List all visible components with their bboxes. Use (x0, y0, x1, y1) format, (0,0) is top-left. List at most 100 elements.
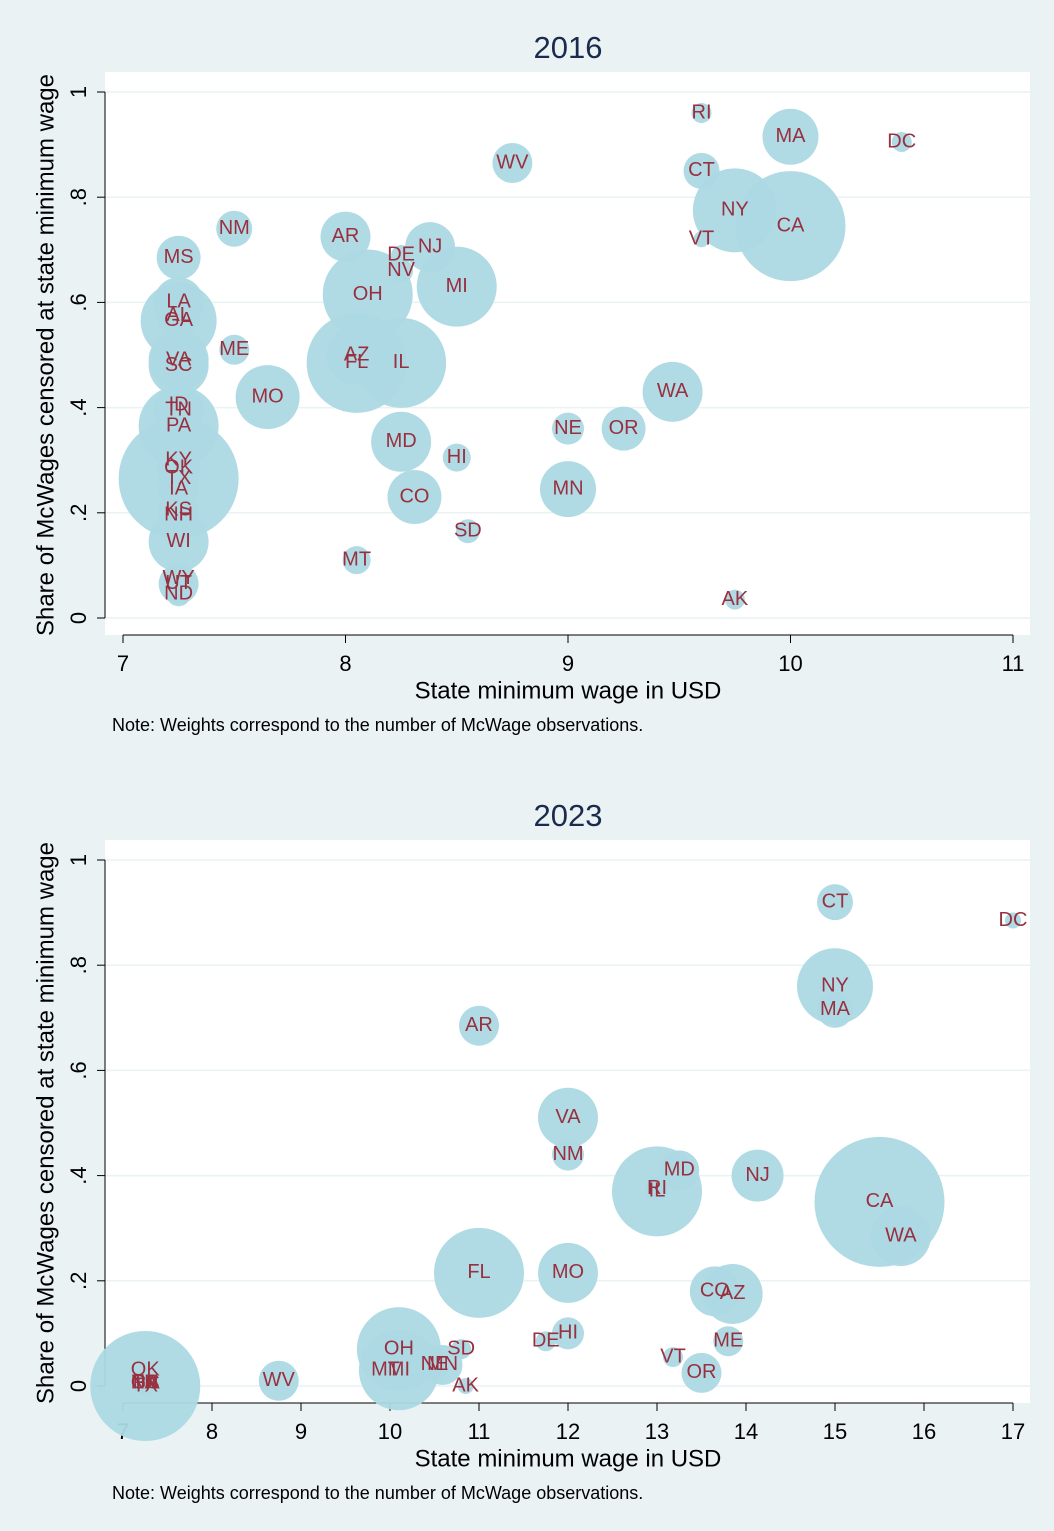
point-label: ND (164, 583, 193, 605)
point-label: SD (454, 519, 482, 541)
bubble (870, 1206, 931, 1267)
y-tick-label: .8 (66, 188, 91, 206)
x-tick-label: 11 (468, 1419, 491, 1444)
point-label: NY (821, 975, 849, 997)
bubble (612, 1146, 702, 1237)
point-label: DE (387, 243, 415, 265)
point-label: NM (219, 217, 250, 239)
y-tick-label: .6 (66, 293, 91, 311)
bubble (166, 582, 191, 607)
point-label: WI (166, 530, 190, 552)
bubble (135, 1373, 156, 1394)
point-label: UT (165, 572, 192, 594)
y-axis-label: Share of McWages censored at state minim… (32, 842, 59, 1404)
y-tick-label: 1 (66, 86, 91, 98)
point-label: KY (165, 448, 192, 470)
point-label: LA (166, 291, 191, 313)
point-label: NM (552, 1143, 583, 1165)
bubble (642, 361, 703, 422)
bubble (434, 1227, 524, 1318)
point-label: VT (689, 228, 715, 250)
bubble (216, 210, 253, 247)
point-label: FL (467, 1261, 490, 1283)
bubble (817, 884, 853, 921)
point-label: DC (887, 130, 916, 152)
point-label: AK (452, 1374, 479, 1396)
x-tick-label: 12 (556, 1419, 580, 1444)
point-label: NV (387, 259, 415, 281)
point-label: SC (165, 354, 193, 376)
bubble (373, 1358, 398, 1383)
bubble (540, 461, 596, 518)
point-label: IL (649, 1180, 666, 1202)
point-label: AK (722, 588, 749, 610)
chart-title: 2016 (534, 30, 603, 65)
x-tick-label: 16 (912, 1419, 936, 1444)
x-axis-label: State minimum wage in USD (415, 1445, 722, 1472)
bubble (492, 143, 533, 184)
point-label: CT (822, 890, 849, 912)
point-label: WV (263, 1369, 296, 1391)
point-label: NE (421, 1353, 449, 1375)
bubble (724, 589, 745, 610)
point-label: DC (999, 909, 1028, 931)
y-tick-label: 1 (66, 854, 91, 866)
bubble (148, 511, 209, 572)
point-label: CO (700, 1280, 730, 1302)
point-label: TX (132, 1374, 158, 1396)
y-tick-label: .4 (66, 1166, 91, 1184)
bubble (691, 103, 712, 124)
point-label: ME (219, 338, 249, 360)
x-tick-label: 7 (117, 651, 129, 676)
point-label: AL (166, 304, 190, 326)
point-label: VA (166, 349, 192, 371)
bubble (258, 1360, 299, 1401)
point-label: WA (885, 1224, 917, 1246)
bubble (342, 546, 371, 575)
bubble (535, 1331, 556, 1352)
x-axis-label: State minimum wage in USD (415, 677, 722, 704)
point-label: MO (552, 1261, 584, 1283)
point-label: WV (496, 151, 529, 173)
chart-title: 2023 (534, 798, 603, 833)
x-tick-label: 15 (823, 1419, 847, 1444)
note: Note: Weights correspond to the number o… (112, 1483, 643, 1503)
bubble (538, 1087, 598, 1148)
point-label: AR (465, 1014, 493, 1036)
bubble (702, 1263, 763, 1324)
point-label: CO (399, 485, 429, 507)
bubble (442, 443, 471, 472)
bubble (713, 1326, 744, 1357)
point-label: MI (446, 275, 468, 297)
x-tick-label: 8 (339, 651, 351, 676)
y-tick-label: .4 (66, 398, 91, 416)
bubble (681, 1352, 722, 1393)
point-label: MT (342, 548, 371, 570)
point-label: NJ (745, 1164, 769, 1186)
point-label: ME (713, 1330, 743, 1352)
y-tick-label: 0 (66, 1380, 91, 1392)
point-label: MS (164, 246, 194, 268)
point-label: HI (558, 1322, 578, 1344)
bubble (457, 1378, 474, 1394)
point-label: OH (384, 1337, 414, 1359)
bubble (663, 1347, 684, 1368)
point-label: PA (133, 1372, 159, 1394)
point-label: NY (721, 199, 749, 221)
point-label: NE (554, 417, 582, 439)
point-label: AR (332, 225, 360, 247)
y-axis-label: Share of McWages censored at state minim… (32, 74, 59, 636)
point-label: IL (393, 351, 410, 373)
x-tick-label: 10 (778, 651, 802, 676)
point-label: MT (371, 1359, 400, 1381)
point-label: MD (664, 1159, 695, 1181)
bubble (552, 1138, 584, 1171)
x-tick-label: 14 (734, 1419, 758, 1444)
point-label: TN (165, 399, 192, 421)
bubble (148, 335, 209, 396)
point-label: MA (776, 125, 807, 147)
bubble (693, 231, 710, 248)
bubble (459, 1005, 499, 1046)
point-label: MN (427, 1353, 458, 1375)
point-label: TX (166, 467, 192, 489)
